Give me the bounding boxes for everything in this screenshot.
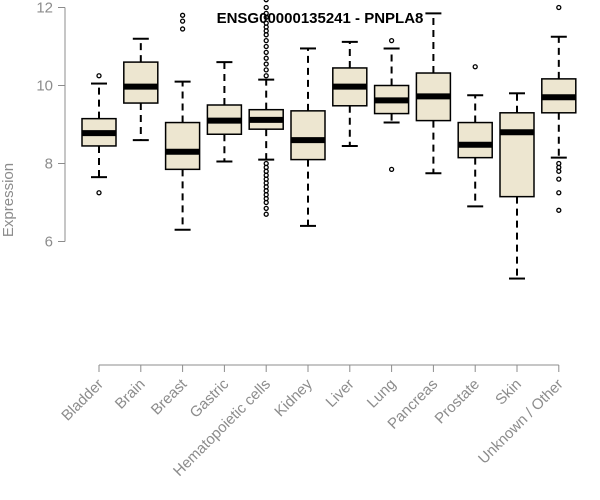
- x-tick-label: Skin: [492, 376, 525, 409]
- outlier-point: [263, 10, 269, 17]
- x-tick-label: Kidney: [271, 375, 316, 420]
- outlier-point: [263, 61, 269, 67]
- x-tick-label: Liver: [323, 376, 358, 411]
- outlier-point: [263, 38, 269, 44]
- outlier-point: [263, 211, 269, 217]
- box: [290, 110, 326, 161]
- outlier-point: [388, 166, 395, 173]
- box-group: [123, 37, 159, 142]
- outlier-point: [556, 207, 562, 213]
- outlier-point: [263, 49, 269, 55]
- box-group: [457, 64, 493, 208]
- outlier-point: [96, 73, 102, 79]
- box: [457, 121, 493, 159]
- x-tick-label: Brain: [112, 376, 149, 413]
- outlier-point: [263, 67, 269, 73]
- outlier-point: [388, 38, 395, 44]
- outlier-point: [96, 190, 102, 196]
- y-tick-label: 12: [36, 0, 53, 17]
- outlier-point: [556, 160, 562, 167]
- outlier-point: [556, 4, 562, 11]
- boxes: [81, 0, 577, 280]
- box-group: [164, 12, 201, 231]
- box-group: [290, 47, 326, 227]
- box: [123, 61, 159, 104]
- outlier-point: [263, 20, 269, 26]
- box-group: [541, 4, 577, 213]
- outlier-point: [556, 176, 562, 182]
- y-tick-label: 8: [45, 156, 53, 173]
- box: [164, 121, 201, 171]
- box-group: [332, 40, 368, 147]
- y-axis-label: Expression: [0, 163, 17, 237]
- outlier-point: [263, 0, 269, 3]
- box-group: [373, 38, 410, 173]
- x-tick-label: Prostate: [431, 376, 483, 428]
- box-group: [248, 0, 284, 217]
- x-tick-label: Lung: [364, 376, 400, 412]
- outlier-point: [472, 64, 478, 70]
- box-group: [415, 12, 452, 175]
- outlier-point: [263, 160, 269, 167]
- box-group: [499, 92, 535, 280]
- outlier-point: [179, 12, 186, 18]
- outlier-point: [556, 190, 562, 196]
- outlier-point: [263, 43, 269, 50]
- outlier-point: [179, 18, 186, 24]
- box-group: [206, 61, 243, 163]
- y-tick-label: 10: [36, 78, 53, 95]
- outlier-point: [263, 55, 269, 61]
- x-tick-label: Bladder: [58, 376, 107, 425]
- outlier-point: [179, 26, 186, 32]
- y-tick-label: 6: [45, 234, 53, 251]
- chart-title: ENSG00000135241 - PNPLA8: [217, 10, 424, 27]
- outlier-point: [263, 4, 269, 11]
- box-group: [81, 73, 117, 196]
- outlier-point: [263, 205, 269, 212]
- outlier-point: [263, 73, 269, 79]
- box: [499, 112, 535, 198]
- x-tick-label: Breast: [148, 375, 191, 418]
